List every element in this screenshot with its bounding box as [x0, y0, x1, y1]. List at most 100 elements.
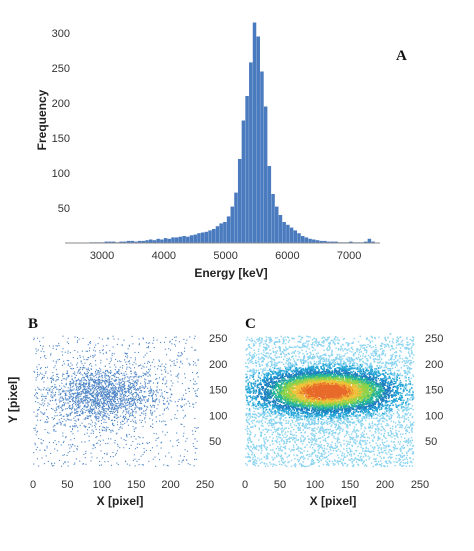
heatmap-point: [249, 423, 250, 424]
scatter-point: [135, 411, 136, 412]
scatter-point: [83, 401, 84, 402]
scatter-point: [89, 375, 90, 376]
scatter-point: [196, 365, 197, 366]
histogram-bar: [279, 215, 283, 243]
scatter-point: [148, 346, 149, 347]
scatter-point: [86, 395, 87, 396]
heatmap-point: [279, 444, 280, 445]
scatter-point: [140, 403, 141, 404]
heatmap-point: [395, 425, 396, 426]
scatter-point: [118, 387, 119, 388]
heatmap-point: [405, 462, 406, 463]
scatter-point: [109, 377, 110, 378]
scatter-point: [168, 408, 169, 409]
scatter-point: [143, 396, 144, 397]
heatmap-point: [291, 353, 292, 354]
scatter-point: [109, 429, 110, 430]
scatter-point: [119, 383, 120, 384]
scatter-point: [73, 382, 74, 383]
heatmap-point: [401, 424, 402, 425]
scatter-point: [117, 415, 118, 416]
heatmap-point: [282, 462, 283, 463]
scatter-point: [61, 423, 62, 424]
heatmap-point: [358, 341, 359, 342]
scatter-point: [119, 387, 120, 388]
heatmap-point: [280, 446, 281, 447]
scatter-point: [72, 412, 73, 413]
heatmap-point: [321, 447, 322, 448]
scatter-point: [115, 408, 116, 409]
scatter-point: [101, 423, 102, 424]
scatter-point: [38, 364, 39, 365]
scatter-point: [75, 397, 76, 398]
heatmap-point: [269, 342, 270, 343]
heatmap-point: [306, 466, 307, 467]
scatter-point: [124, 381, 125, 382]
scatter-point: [114, 398, 115, 399]
heatmap-point: [396, 455, 397, 456]
scatter-point: [112, 336, 113, 337]
heatmap-point: [407, 463, 408, 464]
scatter-point: [100, 389, 101, 390]
scatter-point: [125, 392, 126, 393]
scatter-point: [119, 447, 120, 448]
heatmap-point: [307, 436, 308, 437]
scatter-point: [164, 398, 165, 399]
histogram-bar: [175, 237, 179, 243]
scatter-point: [72, 400, 73, 401]
scatter-point: [155, 440, 156, 441]
scatter-b-x-tick-label: 100: [93, 479, 111, 491]
heatmap-point: [263, 438, 264, 439]
scatter-point: [149, 383, 150, 384]
scatter-point: [98, 440, 99, 441]
heatmap-point: [247, 430, 248, 431]
heatmap-point: [321, 338, 322, 339]
scatter-point: [81, 361, 82, 362]
histogram-y-tick-label: 50: [58, 203, 70, 215]
scatter-point: [158, 437, 159, 438]
scatter-point: [177, 361, 178, 362]
scatter-point: [90, 406, 91, 407]
scatter-point: [84, 406, 85, 407]
heatmap-point: [381, 466, 382, 467]
scatter-point: [167, 373, 168, 374]
heatmap-point: [298, 439, 299, 440]
scatter-point: [101, 450, 102, 451]
heatmap-point: [298, 446, 299, 447]
histogram-bar: [271, 194, 275, 243]
histogram-panel: 3000 4000 5000 6000 7000 50100150200250300 E…: [35, 23, 407, 281]
heatmap-point: [251, 359, 252, 360]
heatmap-point: [343, 339, 344, 340]
heatmap-point: [338, 463, 339, 464]
scatter-point: [131, 386, 132, 387]
scatter-point: [56, 404, 57, 405]
heatmap-point: [391, 441, 392, 442]
scatter-point: [83, 383, 84, 384]
heatmap-point: [281, 438, 282, 439]
scatter-point: [104, 415, 105, 416]
heatmap-point: [328, 436, 329, 437]
heatmap-point: [332, 432, 333, 433]
scatter-point: [36, 377, 37, 378]
histogram-bar: [149, 240, 153, 244]
scatter-point: [110, 391, 111, 392]
heatmap-point: [397, 424, 398, 425]
scatter-point: [76, 403, 77, 404]
scatter-point: [39, 450, 40, 451]
heatmap-point: [329, 347, 330, 348]
heatmap-point: [372, 427, 373, 428]
scatter-point: [132, 383, 133, 384]
heatmap-point: [395, 432, 396, 433]
heatmap-point: [368, 340, 369, 341]
scatter-point: [74, 426, 75, 427]
heatmap-point: [287, 462, 288, 463]
heatmap-point: [263, 456, 264, 457]
scatter-point: [160, 396, 161, 397]
heatmap-point: [272, 348, 273, 349]
scatter-point: [85, 399, 86, 400]
heatmap-point: [355, 457, 356, 458]
scatter-point: [157, 404, 158, 405]
scatter-point: [181, 399, 182, 400]
scatter-point: [92, 426, 93, 427]
scatter-point: [66, 390, 67, 391]
